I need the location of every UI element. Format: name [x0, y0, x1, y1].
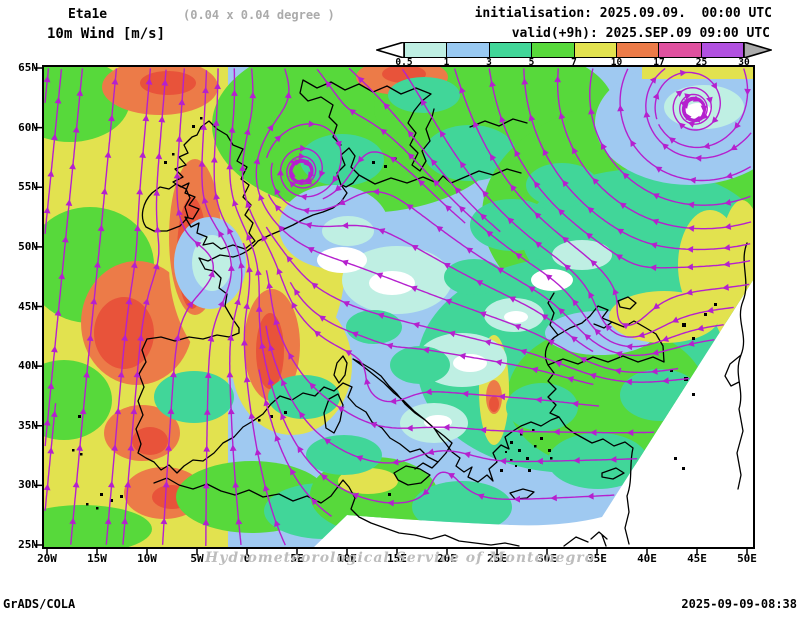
model-title: Eta1e: [68, 7, 108, 22]
colorbar-segment: [447, 43, 490, 57]
colorbar-tick-label: 0.5: [395, 57, 413, 68]
watermark: Hydrometeorological Service of Montenegr…: [205, 550, 595, 566]
colorbar-segment: [405, 43, 448, 57]
lat-label: 25N: [18, 538, 38, 551]
colorbar-tick-label: 3: [486, 57, 492, 68]
lon-label: 25E: [487, 552, 507, 565]
lon-label: 10W: [137, 552, 157, 565]
colorbar-segment: [616, 43, 660, 57]
lon-label: 10E: [337, 552, 357, 565]
wind-speed-colorbar: 0.5 1 3 5 7 10 17 25 30: [376, 42, 772, 68]
lat-label: 65N: [18, 61, 38, 74]
creation-timestamp: 2025-09-09-08:38: [681, 597, 797, 611]
lon-label: 20W: [37, 552, 57, 565]
colorbar-tick-label: 10: [610, 57, 623, 68]
map-area: 65N 60N 55N 50N 45N 40N 35N 30N 25N 20W 15W 10W 5W 0 5…: [18, 61, 757, 565]
lat-label: 40N: [18, 359, 38, 373]
lon-label: 35E: [587, 552, 607, 565]
colorbar-segments: [404, 42, 744, 58]
variable-title: 10m Wind [m/s]: [47, 26, 166, 42]
colorbar-tick-label: 25: [695, 57, 708, 68]
colorbar-under-arrow: [376, 42, 404, 58]
streamlines-layer: [43, 67, 752, 546]
lon-label: 40E: [637, 552, 657, 565]
map-frame: [42, 65, 755, 549]
streamlines-clip: [43, 67, 752, 546]
wind-shading-layer: [42, 65, 755, 549]
colorbar-tick-label: 17: [653, 57, 665, 68]
colorbar-over-arrow: [744, 42, 772, 58]
colorbar-tick-label: 5: [528, 57, 535, 68]
axis-ticks: [34, 67, 748, 555]
lon-label: 15E: [387, 552, 407, 565]
resolution-label: (0.04 x 0.04 degree ): [183, 8, 335, 22]
colorbar-tick-label: 7: [571, 57, 577, 68]
colorbar-segment: [659, 43, 702, 57]
initialisation-label: initialisation: 2025.09.09. 00:00 UTC: [474, 6, 772, 21]
lon-label: 45E: [687, 552, 707, 565]
lon-label: 50E: [737, 552, 757, 565]
lon-label: 20E: [437, 552, 457, 565]
colorbar-segment: [574, 43, 617, 57]
lon-label: 15W: [87, 552, 107, 565]
lat-label: 60N: [18, 120, 38, 134]
lon-label: 5W: [190, 552, 204, 565]
colorbar-tick-label: 30: [738, 57, 750, 68]
lat-label: 50N: [18, 239, 38, 253]
lon-label: 0: [243, 552, 251, 565]
valid-time-label: valid(+9h): 2025.SEP.09 09:00 UTC: [511, 26, 770, 41]
colorbar-segment: [701, 43, 743, 57]
colorbar-tick-labels: 0.5 1 3 5 7 10 17 25 30: [376, 57, 772, 69]
lat-label: 55N: [18, 180, 38, 194]
lat-label: 35N: [18, 418, 38, 432]
lon-label: 5E: [290, 552, 304, 565]
lat-label: 30N: [18, 478, 38, 492]
lat-label: 45N: [18, 299, 38, 313]
streamlines: [44, 67, 752, 546]
grads-credit: GrADS/COLA: [3, 597, 76, 611]
colorbar-segment: [489, 43, 533, 57]
colorbar-segment: [532, 43, 575, 57]
lon-label: 30E: [537, 552, 557, 565]
colorbar-tick-label: 1: [443, 57, 450, 68]
map-canvas: [34, 65, 755, 555]
